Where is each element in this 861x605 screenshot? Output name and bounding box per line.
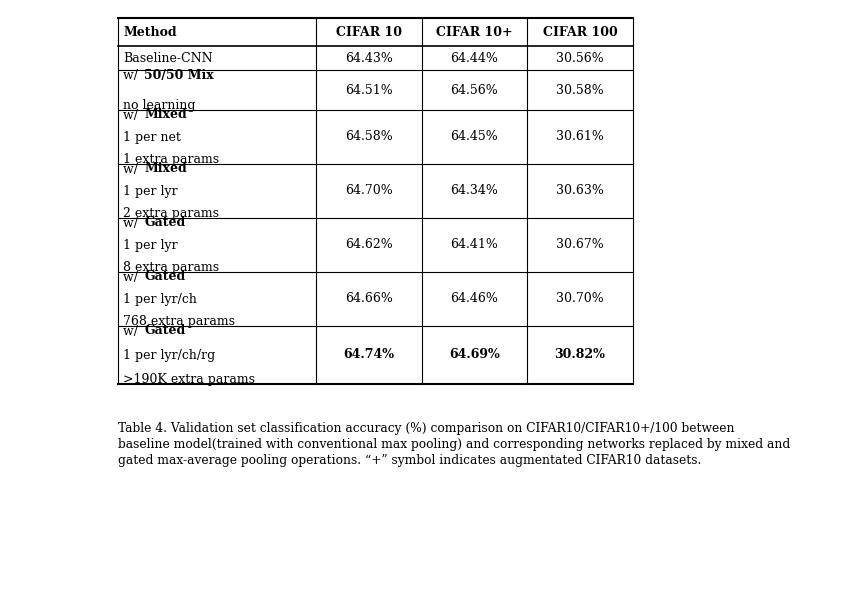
Text: 64.66%: 64.66% xyxy=(345,292,393,306)
Text: w/: w/ xyxy=(123,108,142,122)
Text: w/: w/ xyxy=(123,163,142,175)
Text: 30.82%: 30.82% xyxy=(554,348,605,362)
Text: 64.62%: 64.62% xyxy=(345,238,393,252)
Text: 64.70%: 64.70% xyxy=(345,185,393,197)
Text: CIFAR 100: CIFAR 100 xyxy=(542,25,617,39)
Text: 64.74%: 64.74% xyxy=(344,348,394,362)
Text: Method: Method xyxy=(123,25,177,39)
Text: 64.51%: 64.51% xyxy=(345,83,393,97)
Text: Baseline-CNN: Baseline-CNN xyxy=(123,51,213,65)
Text: baseline model(trained with conventional max pooling) and corresponding networks: baseline model(trained with conventional… xyxy=(118,438,790,451)
Text: 64.34%: 64.34% xyxy=(450,185,499,197)
Text: CIFAR 10: CIFAR 10 xyxy=(336,25,402,39)
Text: 30.56%: 30.56% xyxy=(556,51,604,65)
Text: w/: w/ xyxy=(123,324,142,338)
Text: w/: w/ xyxy=(123,68,142,82)
Text: 2 extra params: 2 extra params xyxy=(123,206,219,220)
Text: 1 per lyr/ch/rg: 1 per lyr/ch/rg xyxy=(123,348,215,362)
Text: 64.46%: 64.46% xyxy=(450,292,499,306)
Text: 30.67%: 30.67% xyxy=(556,238,604,252)
Text: w/: w/ xyxy=(123,217,142,229)
Text: Mixed: Mixed xyxy=(145,163,187,175)
Text: 64.56%: 64.56% xyxy=(450,83,499,97)
Text: w/: w/ xyxy=(123,270,142,284)
Text: 768 extra params: 768 extra params xyxy=(123,315,235,327)
Text: 8 extra params: 8 extra params xyxy=(123,261,220,273)
Text: 1 extra params: 1 extra params xyxy=(123,152,220,166)
Text: 64.58%: 64.58% xyxy=(345,131,393,143)
Text: Mixed: Mixed xyxy=(145,108,187,122)
Text: Table 4. Validation set classification accuracy (%) comparison on CIFAR10/CIFAR1: Table 4. Validation set classification a… xyxy=(118,422,734,435)
Text: gated max-average pooling operations. “+” symbol indicates augmentated CIFAR10 d: gated max-average pooling operations. “+… xyxy=(118,454,701,467)
Text: 64.45%: 64.45% xyxy=(450,131,499,143)
Text: 50/50 Mix: 50/50 Mix xyxy=(145,68,214,82)
Text: CIFAR 10+: CIFAR 10+ xyxy=(436,25,512,39)
Text: Gated: Gated xyxy=(145,217,186,229)
Text: 1 per lyr: 1 per lyr xyxy=(123,185,177,197)
Text: 1 per net: 1 per net xyxy=(123,131,181,143)
Text: 30.61%: 30.61% xyxy=(556,131,604,143)
Text: 64.43%: 64.43% xyxy=(345,51,393,65)
Text: 30.63%: 30.63% xyxy=(556,185,604,197)
Text: Gated: Gated xyxy=(145,324,186,338)
Text: 30.70%: 30.70% xyxy=(556,292,604,306)
Text: >190K extra params: >190K extra params xyxy=(123,373,255,385)
Text: 1 per lyr: 1 per lyr xyxy=(123,238,177,252)
Text: Gated: Gated xyxy=(145,270,186,284)
Text: no learning: no learning xyxy=(123,99,195,111)
Text: 30.58%: 30.58% xyxy=(556,83,604,97)
Text: 64.41%: 64.41% xyxy=(450,238,499,252)
Text: 1 per lyr/ch: 1 per lyr/ch xyxy=(123,292,197,306)
Text: 64.44%: 64.44% xyxy=(450,51,499,65)
Text: 64.69%: 64.69% xyxy=(449,348,499,362)
